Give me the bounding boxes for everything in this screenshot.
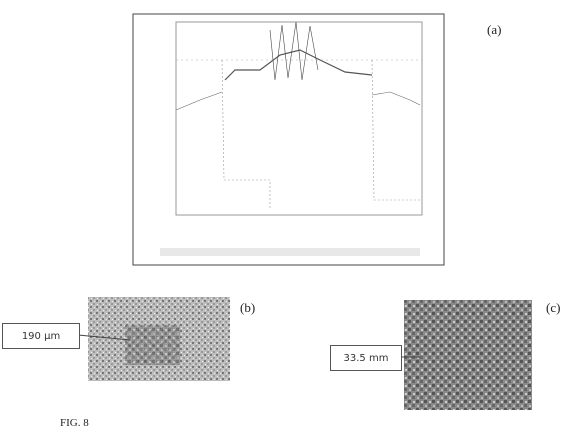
plot-curves — [175, 21, 422, 210]
plot-area — [175, 21, 423, 216]
chart-frame — [132, 13, 445, 266]
legend-strip — [160, 248, 420, 256]
micrograph-c — [404, 300, 532, 410]
panel-label: (c) — [546, 300, 561, 315]
panel-label: (a) — [487, 22, 502, 37]
panel-label: (b) — [240, 300, 256, 315]
scale-bar-label: 190 μm — [2, 323, 80, 349]
scale-bar-label: 33.5 mm — [330, 345, 402, 371]
pointer-line — [77, 334, 131, 341]
micrograph-b-feature — [125, 325, 180, 365]
figure-caption: FIG. 8 — [60, 417, 89, 429]
